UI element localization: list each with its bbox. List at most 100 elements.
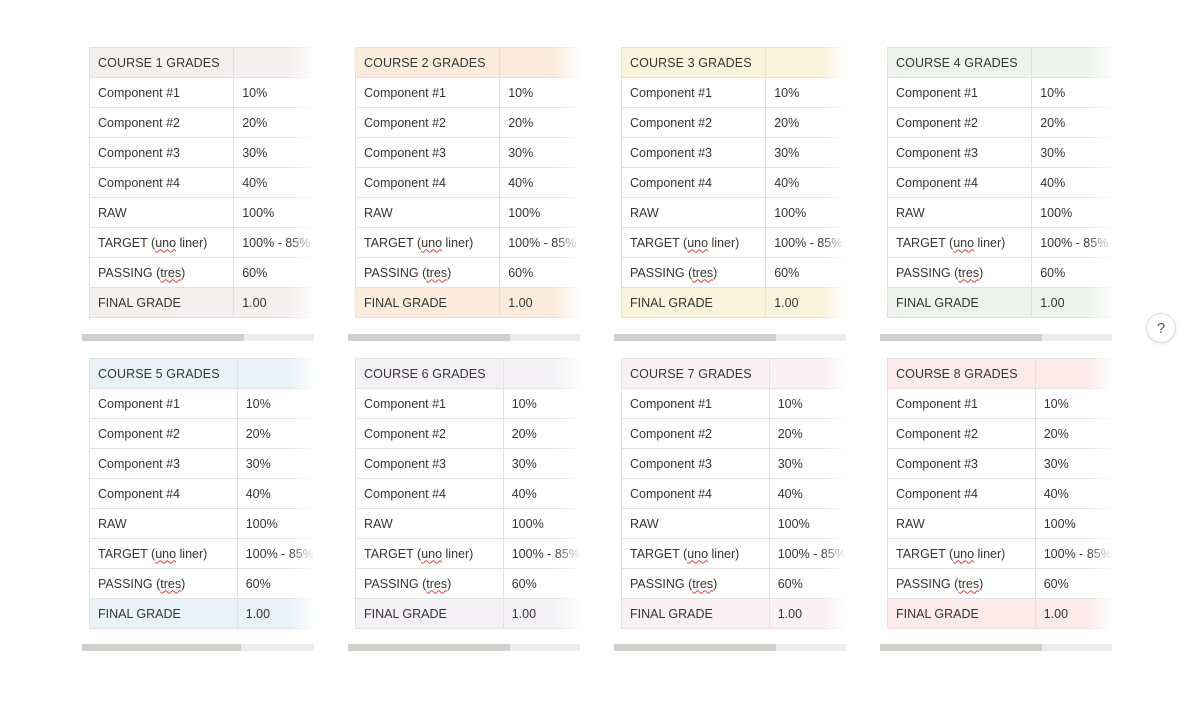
row-value-cell[interactable]: 100% - 85% [768, 538, 847, 569]
row-label-cell[interactable]: PASSING (tres) [887, 568, 1036, 599]
row-label-cell[interactable]: Component #3 [887, 448, 1036, 479]
row-label-cell[interactable]: FINAL GRADE [621, 598, 770, 629]
header-empty-cell[interactable] [236, 358, 315, 389]
row-value-cell[interactable]: 60% [502, 568, 581, 599]
row-label-cell[interactable]: RAW [355, 508, 504, 539]
row-label-cell[interactable]: PASSING (tres) [89, 257, 235, 288]
row-value-cell[interactable]: 40% [499, 167, 581, 198]
scrollbar-thumb[interactable] [614, 644, 776, 651]
row-value-cell[interactable]: 10% [499, 77, 581, 108]
row-label-cell[interactable]: Component #2 [887, 107, 1033, 138]
row-label-cell[interactable]: FINAL GRADE [887, 598, 1036, 629]
row-label-cell[interactable]: Component #2 [355, 418, 504, 449]
row-label-cell[interactable]: RAW [621, 197, 767, 228]
row-value-cell[interactable]: 40% [768, 478, 847, 509]
row-label-cell[interactable]: Component #4 [89, 478, 238, 509]
row-label-cell[interactable]: Component #4 [355, 167, 501, 198]
scrollbar-thumb[interactable] [348, 644, 510, 651]
scrollbar-thumb[interactable] [880, 644, 1042, 651]
header-empty-cell[interactable] [1031, 47, 1113, 78]
row-value-cell[interactable]: 30% [499, 137, 581, 168]
row-value-cell[interactable]: 10% [502, 388, 581, 419]
header-empty-cell[interactable] [765, 47, 847, 78]
row-label-cell[interactable]: PASSING (tres) [355, 568, 504, 599]
row-value-cell[interactable]: 20% [233, 107, 315, 138]
horizontal-scrollbar[interactable] [614, 334, 846, 341]
row-label-cell[interactable]: PASSING (tres) [887, 257, 1033, 288]
row-value-cell[interactable]: 30% [502, 448, 581, 479]
row-label-cell[interactable]: RAW [887, 197, 1033, 228]
row-label-cell[interactable]: Component #3 [89, 448, 238, 479]
row-label-cell[interactable]: Component #1 [89, 77, 235, 108]
row-value-cell[interactable]: 10% [233, 77, 315, 108]
row-value-cell[interactable]: 1.00 [1034, 598, 1113, 629]
row-value-cell[interactable]: 30% [1031, 137, 1113, 168]
row-value-cell[interactable]: 100% [502, 508, 581, 539]
scrollbar-thumb[interactable] [82, 644, 241, 651]
row-label-cell[interactable]: Component #2 [89, 107, 235, 138]
row-value-cell[interactable]: 100% [233, 197, 315, 228]
header-empty-cell[interactable] [768, 358, 847, 389]
row-label-cell[interactable]: TARGET (uno liner) [621, 538, 770, 569]
row-value-cell[interactable]: 100% - 85% [765, 227, 847, 258]
row-label-cell[interactable]: Component #3 [621, 137, 767, 168]
row-value-cell[interactable]: 60% [233, 257, 315, 288]
course-title-cell[interactable]: COURSE 8 GRADES [887, 358, 1036, 389]
horizontal-scrollbar[interactable] [614, 644, 846, 651]
row-label-cell[interactable]: Component #1 [355, 77, 501, 108]
row-value-cell[interactable]: 1.00 [236, 598, 315, 629]
course-title-cell[interactable]: COURSE 3 GRADES [621, 47, 767, 78]
row-label-cell[interactable]: PASSING (tres) [621, 568, 770, 599]
row-label-cell[interactable]: Component #3 [621, 448, 770, 479]
row-label-cell[interactable]: RAW [887, 508, 1036, 539]
course-title-cell[interactable]: COURSE 7 GRADES [621, 358, 770, 389]
row-label-cell[interactable]: Component #2 [887, 418, 1036, 449]
row-label-cell[interactable]: RAW [355, 197, 501, 228]
row-value-cell[interactable]: 100% [768, 508, 847, 539]
row-label-cell[interactable]: Component #2 [621, 107, 767, 138]
row-value-cell[interactable]: 20% [499, 107, 581, 138]
row-value-cell[interactable]: 1.00 [502, 598, 581, 629]
course-title-cell[interactable]: COURSE 5 GRADES [89, 358, 238, 389]
row-value-cell[interactable]: 60% [499, 257, 581, 288]
row-label-cell[interactable]: TARGET (uno liner) [355, 227, 501, 258]
row-value-cell[interactable]: 100% - 85% [233, 227, 315, 258]
row-label-cell[interactable]: RAW [89, 508, 238, 539]
row-label-cell[interactable]: Component #1 [355, 388, 504, 419]
row-value-cell[interactable]: 100% [236, 508, 315, 539]
row-value-cell[interactable]: 100% - 85% [502, 538, 581, 569]
row-label-cell[interactable]: Component #3 [355, 137, 501, 168]
horizontal-scrollbar[interactable] [82, 334, 314, 341]
row-value-cell[interactable]: 1.00 [768, 598, 847, 629]
course-title-cell[interactable]: COURSE 1 GRADES [89, 47, 235, 78]
row-label-cell[interactable]: TARGET (uno liner) [89, 227, 235, 258]
scrollbar-thumb[interactable] [82, 334, 244, 341]
row-label-cell[interactable]: Component #4 [887, 167, 1033, 198]
header-empty-cell[interactable] [502, 358, 581, 389]
row-value-cell[interactable]: 40% [765, 167, 847, 198]
row-value-cell[interactable]: 10% [768, 388, 847, 419]
row-label-cell[interactable]: Component #4 [887, 478, 1036, 509]
row-label-cell[interactable]: Component #2 [355, 107, 501, 138]
horizontal-scrollbar[interactable] [348, 644, 580, 651]
row-label-cell[interactable]: RAW [89, 197, 235, 228]
course-title-cell[interactable]: COURSE 2 GRADES [355, 47, 501, 78]
header-empty-cell[interactable] [233, 47, 315, 78]
row-label-cell[interactable]: FINAL GRADE [621, 287, 767, 318]
row-label-cell[interactable]: Component #3 [89, 137, 235, 168]
row-value-cell[interactable]: 1.00 [765, 287, 847, 318]
row-value-cell[interactable]: 60% [765, 257, 847, 288]
row-value-cell[interactable]: 30% [233, 137, 315, 168]
row-value-cell[interactable]: 100% - 85% [1031, 227, 1113, 258]
row-value-cell[interactable]: 40% [236, 478, 315, 509]
row-label-cell[interactable]: Component #2 [89, 418, 238, 449]
row-value-cell[interactable]: 100% - 85% [1034, 538, 1113, 569]
scrollbar-thumb[interactable] [348, 334, 510, 341]
horizontal-scrollbar[interactable] [82, 644, 314, 651]
row-value-cell[interactable]: 60% [1031, 257, 1113, 288]
row-label-cell[interactable]: PASSING (tres) [355, 257, 501, 288]
row-value-cell[interactable]: 10% [236, 388, 315, 419]
row-value-cell[interactable]: 10% [1034, 388, 1113, 419]
row-value-cell[interactable]: 1.00 [233, 287, 315, 318]
row-value-cell[interactable]: 10% [765, 77, 847, 108]
